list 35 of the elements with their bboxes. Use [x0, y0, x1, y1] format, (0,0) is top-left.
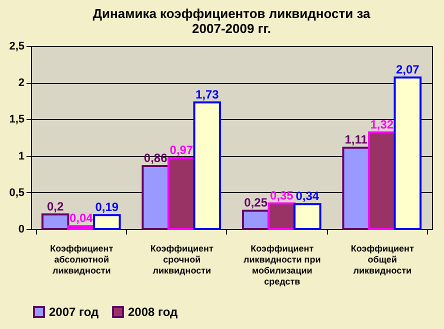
y-tick-label: 0,5 [9, 186, 24, 199]
x-tick-label: Коэффициент ликвидности при мобилизации средств [243, 244, 321, 286]
data-label: 2,07 [396, 62, 420, 76]
data-label: 0,97 [170, 142, 194, 157]
bar [268, 202, 296, 230]
data-label: 0,19 [95, 200, 119, 214]
data-label: 0,25 [244, 196, 268, 210]
bar [394, 76, 422, 230]
bar [167, 156, 196, 230]
x-tick-label: Коэффициент срочной ликвидности [150, 244, 214, 276]
x-tick-label: Коэффициент общей ликвидности [350, 244, 414, 276]
data-label: 1,32 [370, 117, 394, 132]
bar [93, 214, 121, 230]
bar [193, 101, 222, 230]
bar [142, 165, 170, 230]
data-label: 1,11 [344, 132, 368, 147]
data-label: 0,04 [69, 211, 94, 226]
legend-label: 2007 год [49, 305, 100, 319]
chart-title: Динамика коэффициентов ликвидности за 2007-2009 гг. [92, 6, 371, 36]
legend-label: 2008 год [128, 305, 178, 319]
x-tick-label: Коэффициент абсолютной ликвидности [50, 244, 114, 276]
bar [294, 203, 322, 230]
data-label: 0,2 [47, 199, 64, 214]
bar [368, 131, 396, 230]
bar [342, 146, 370, 230]
data-label: 1,73 [195, 87, 220, 102]
bar [41, 213, 70, 230]
bar [242, 210, 270, 230]
y-tick-label: 0 [18, 224, 24, 236]
bar [67, 225, 96, 230]
y-tick-label: 2,5 [9, 40, 24, 52]
y-tick-label: 2 [18, 77, 24, 90]
data-label: 0,34 [296, 189, 320, 204]
y-tick-label: 1,5 [9, 114, 24, 126]
y-tick-label: 1 [18, 150, 24, 162]
